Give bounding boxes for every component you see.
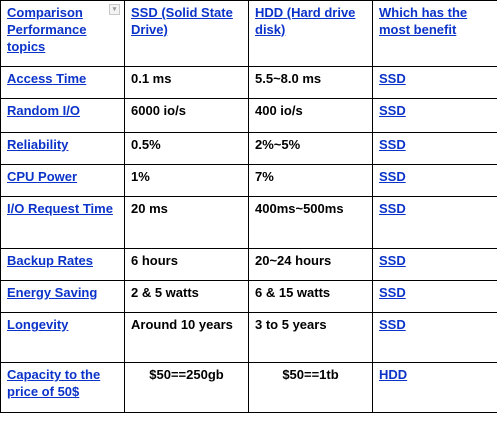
- benefit-value: SSD: [379, 169, 406, 184]
- hdd-value-cell[interactable]: 20~24 hours: [248, 248, 373, 281]
- ssd-value: 6000 io/s: [131, 103, 186, 118]
- topic-label: Random I/O: [7, 103, 80, 118]
- header-topics-label: Comparison Performance topics: [7, 5, 87, 54]
- topic-cell[interactable]: Backup Rates: [0, 248, 125, 281]
- ssd-value: Around 10 years: [131, 317, 233, 332]
- header-benefit-label: Which has the most benefit: [379, 5, 468, 37]
- table-row: Longevity Around 10 years 3 to 5 years S…: [0, 312, 497, 363]
- hdd-value-cell[interactable]: 6 & 15 watts: [248, 280, 373, 313]
- hdd-value-cell[interactable]: 7%: [248, 164, 373, 197]
- topic-label: Backup Rates: [7, 253, 93, 268]
- ssd-value-cell[interactable]: 6000 io/s: [124, 98, 249, 133]
- benefit-value: HDD: [379, 367, 408, 382]
- topic-label: Reliability: [7, 137, 69, 152]
- ssd-value: 6 hours: [131, 253, 178, 268]
- hdd-value: 5.5~8.0 ms: [255, 71, 322, 86]
- hdd-value: 3 to 5 years: [255, 317, 327, 332]
- ssd-value-cell[interactable]: 6 hours: [124, 248, 249, 281]
- benefit-cell[interactable]: SSD: [372, 248, 497, 281]
- benefit-cell[interactable]: SSD: [372, 98, 497, 133]
- topic-label: Capacity to the price of 50$: [7, 367, 101, 399]
- topic-label: Energy Saving: [7, 285, 98, 300]
- topic-label: Longevity: [7, 317, 69, 332]
- header-benefit[interactable]: Which has the most benefit: [372, 0, 497, 67]
- benefit-cell[interactable]: SSD: [372, 312, 497, 363]
- hdd-value-cell[interactable]: $50==1tb: [248, 362, 373, 413]
- table-row: Random I/O 6000 io/s 400 io/s SSD: [0, 98, 497, 133]
- benefit-value: SSD: [379, 285, 406, 300]
- ssd-value: 20 ms: [131, 201, 168, 216]
- ssd-value: 2 & 5 watts: [131, 285, 199, 300]
- hdd-value-cell[interactable]: 2%~5%: [248, 132, 373, 165]
- hdd-value-cell[interactable]: 400 io/s: [248, 98, 373, 133]
- topic-cell[interactable]: I/O Request Time: [0, 196, 125, 249]
- ssd-value-cell[interactable]: 0.1 ms: [124, 66, 249, 99]
- header-hdd[interactable]: HDD (Hard drive disk): [248, 0, 373, 67]
- hdd-value: $50==1tb: [282, 367, 339, 382]
- topic-label: CPU Power: [7, 169, 78, 184]
- benefit-cell[interactable]: SSD: [372, 280, 497, 313]
- table-row: Backup Rates 6 hours 20~24 hours SSD: [0, 248, 497, 281]
- benefit-cell[interactable]: SSD: [372, 132, 497, 165]
- ssd-value-cell[interactable]: 2 & 5 watts: [124, 280, 249, 313]
- benefit-value: SSD: [379, 71, 406, 86]
- hdd-value: 2%~5%: [255, 137, 301, 152]
- table-row: I/O Request Time 20 ms 400ms~500ms SSD: [0, 196, 497, 249]
- topic-label: Access Time: [7, 71, 87, 86]
- header-topics[interactable]: Comparison Performance topics ▾: [0, 0, 125, 67]
- hdd-value-cell[interactable]: 5.5~8.0 ms: [248, 66, 373, 99]
- chevron-down-icon[interactable]: ▾: [109, 4, 120, 15]
- table-row: Capacity to the price of 50$ $50==250gb …: [0, 362, 497, 413]
- ssd-value: $50==250gb: [149, 367, 224, 382]
- topic-cell[interactable]: Access Time: [0, 66, 125, 99]
- topic-cell[interactable]: Longevity: [0, 312, 125, 363]
- topic-cell[interactable]: CPU Power: [0, 164, 125, 197]
- header-ssd[interactable]: SSD (Solid State Drive): [124, 0, 249, 67]
- topic-cell[interactable]: Reliability: [0, 132, 125, 165]
- topic-cell[interactable]: Energy Saving: [0, 280, 125, 313]
- hdd-value: 6 & 15 watts: [255, 285, 331, 300]
- ssd-value-cell[interactable]: 0.5%: [124, 132, 249, 165]
- ssd-value: 0.5%: [131, 137, 161, 152]
- header-row: Comparison Performance topics ▾ SSD (Sol…: [0, 0, 497, 67]
- ssd-value: 0.1 ms: [131, 71, 172, 86]
- topic-cell[interactable]: Capacity to the price of 50$: [0, 362, 125, 413]
- benefit-value: SSD: [379, 253, 406, 268]
- benefit-value: SSD: [379, 317, 406, 332]
- header-hdd-label: HDD (Hard drive disk): [255, 5, 356, 37]
- hdd-value-cell[interactable]: 3 to 5 years: [248, 312, 373, 363]
- ssd-value-cell[interactable]: $50==250gb: [124, 362, 249, 413]
- ssd-value-cell[interactable]: 1%: [124, 164, 249, 197]
- table-row: Energy Saving 2 & 5 watts 6 & 15 watts S…: [0, 280, 497, 313]
- hdd-value: 7%: [255, 169, 274, 184]
- benefit-value: SSD: [379, 103, 406, 118]
- benefit-cell[interactable]: SSD: [372, 66, 497, 99]
- table-row: CPU Power 1% 7% SSD: [0, 164, 497, 197]
- benefit-cell[interactable]: SSD: [372, 164, 497, 197]
- topic-label: I/O Request Time: [7, 201, 113, 216]
- hdd-value-cell[interactable]: 400ms~500ms: [248, 196, 373, 249]
- ssd-value-cell[interactable]: 20 ms: [124, 196, 249, 249]
- hdd-value: 400 io/s: [255, 103, 303, 118]
- benefit-value: SSD: [379, 137, 406, 152]
- table-row: Access Time 0.1 ms 5.5~8.0 ms SSD: [0, 66, 497, 99]
- benefit-cell[interactable]: HDD: [372, 362, 497, 413]
- hdd-value: 400ms~500ms: [255, 201, 344, 216]
- table-row: Reliability 0.5% 2%~5% SSD: [0, 132, 497, 165]
- topic-cell[interactable]: Random I/O: [0, 98, 125, 133]
- comparison-table: Comparison Performance topics ▾ SSD (Sol…: [0, 0, 497, 413]
- ssd-value-cell[interactable]: Around 10 years: [124, 312, 249, 363]
- hdd-value: 20~24 hours: [255, 253, 332, 268]
- header-ssd-label: SSD (Solid State Drive): [131, 5, 233, 37]
- benefit-value: SSD: [379, 201, 406, 216]
- benefit-cell[interactable]: SSD: [372, 196, 497, 249]
- ssd-value: 1%: [131, 169, 150, 184]
